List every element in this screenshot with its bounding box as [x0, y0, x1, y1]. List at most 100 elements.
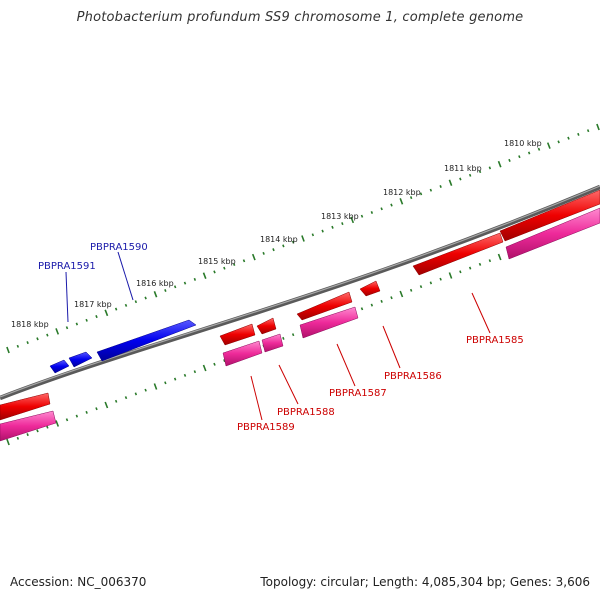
outer-tick — [232, 263, 236, 266]
outer-tick — [557, 140, 560, 144]
outer-tick — [164, 289, 167, 292]
gene-label-pbpra1589[interactable]: PBPRA1589 — [237, 422, 295, 433]
gene-pbpra1590-arrow[interactable] — [96, 319, 197, 362]
inner-tick — [75, 414, 79, 418]
outer-tick — [370, 211, 374, 214]
kbp-labels: 1818 kbp 1817 kbp 1816 kbp 1815 kbp 1814… — [11, 139, 542, 329]
gene-right-edge-red[interactable] — [499, 189, 600, 242]
outer-tick — [95, 315, 98, 319]
inner-tick — [497, 253, 502, 261]
inner-tick — [6, 438, 10, 446]
inner-tick — [164, 381, 167, 385]
outer-tick — [223, 266, 226, 270]
inner-tick — [409, 288, 413, 292]
outer-tick — [546, 142, 551, 149]
outer-tick — [390, 203, 393, 207]
outer-tick — [518, 155, 521, 159]
cds-left-edge[interactable] — [0, 410, 57, 442]
gene-label-pbpra1590[interactable]: PBPRA1590 — [90, 242, 148, 253]
outer-tick — [350, 216, 355, 224]
gene-pbpra1591-arrow[interactable] — [49, 359, 70, 374]
outer-tick — [124, 303, 128, 307]
inner-tick — [213, 362, 216, 366]
kbp-label-1813: 1813 kbp — [321, 212, 359, 221]
inner-tick — [55, 420, 60, 427]
inner-tick — [193, 370, 197, 374]
kbp-label-1818: 1818 kbp — [11, 320, 49, 329]
outer-tick — [282, 244, 285, 248]
outer-tick — [341, 222, 344, 226]
cds-pbpra1588[interactable] — [261, 333, 284, 353]
inner-tick — [380, 299, 383, 303]
gene-pbpra1585-arrow[interactable] — [412, 232, 504, 276]
inner-tick — [478, 262, 482, 266]
leader-pbpra1588 — [278, 364, 299, 405]
outer-tick-ruler — [6, 123, 600, 354]
inner-tick — [360, 307, 364, 311]
kbp-label-1817: 1817 kbp — [74, 300, 112, 309]
inner-tick — [439, 277, 442, 281]
outer-tick — [36, 337, 39, 341]
outer-tick — [459, 177, 462, 181]
inner-tick — [183, 373, 187, 377]
gene-pbpra1587-arrow[interactable] — [296, 291, 353, 321]
outer-tick — [6, 346, 10, 354]
inner-tick — [144, 388, 147, 392]
outer-tick — [537, 147, 541, 151]
gene-label-pbpra1586[interactable]: PBPRA1586 — [384, 371, 442, 382]
outer-tick — [331, 225, 334, 229]
outer-tick — [508, 158, 511, 162]
inner-tick — [153, 383, 158, 390]
gene-pbpra1588-arrow[interactable] — [256, 317, 277, 335]
outer-tick — [478, 170, 482, 174]
cds-pbpra1587[interactable] — [299, 306, 359, 339]
outer-tick — [193, 277, 197, 281]
outer-tick — [251, 253, 256, 261]
leader-pbpra1591 — [65, 271, 69, 323]
gene-label-pbpra1585[interactable]: PBPRA1585 — [466, 335, 524, 346]
kbp-label-1814: 1814 kbp — [260, 235, 298, 244]
plus-strand-genes — [49, 319, 197, 374]
inner-tick — [390, 296, 393, 300]
gene-pbpra1589-arrow[interactable] — [219, 323, 256, 346]
inner-tick — [85, 410, 88, 414]
inner-tick — [124, 396, 128, 400]
outer-tick — [242, 259, 246, 263]
gene-label-pbpra1588[interactable]: PBPRA1588 — [277, 407, 335, 418]
inner-tick — [36, 429, 39, 433]
inner-tick — [468, 266, 472, 270]
outer-tick — [439, 185, 442, 188]
inner-tick — [46, 425, 49, 429]
outer-tick — [55, 328, 60, 335]
cds-pbpra1589[interactable] — [222, 340, 263, 367]
outer-tick — [46, 333, 49, 337]
cds-right-edge[interactable] — [505, 207, 600, 260]
accession-text: Accession: NC_006370 — [10, 575, 147, 589]
gene-pbpra1586-arrow[interactable] — [359, 280, 381, 297]
inner-tick — [282, 336, 285, 340]
minus-strand-genes — [0, 189, 600, 421]
inner-tick — [291, 333, 295, 337]
leader-pbpra1587 — [336, 343, 356, 387]
outer-tick — [16, 344, 20, 348]
outer-tick — [291, 240, 295, 244]
outer-tick — [527, 151, 531, 155]
topology-text: Topology: circular; Length: 4,085,304 bp… — [260, 575, 590, 589]
outer-tick — [262, 251, 265, 255]
gene-left-edge-red[interactable] — [0, 392, 51, 421]
outer-tick — [301, 235, 305, 242]
outer-tick — [134, 300, 138, 304]
gene-pbpra1591b-arrow[interactable] — [68, 351, 93, 368]
outer-tick — [586, 129, 590, 133]
inner-tick — [104, 401, 109, 409]
leader-pbpra1585 — [471, 292, 491, 334]
outer-tick — [173, 285, 177, 289]
outer-tick — [488, 166, 492, 170]
outer-tick — [311, 233, 315, 237]
gene-label-pbpra1591[interactable]: PBPRA1591 — [38, 261, 96, 272]
inner-tick — [114, 399, 118, 403]
genome-backbone-highlight — [0, 185, 600, 398]
gene-label-pbpra1587[interactable]: PBPRA1587 — [329, 388, 387, 399]
kbp-label-1815: 1815 kbp — [198, 257, 236, 266]
